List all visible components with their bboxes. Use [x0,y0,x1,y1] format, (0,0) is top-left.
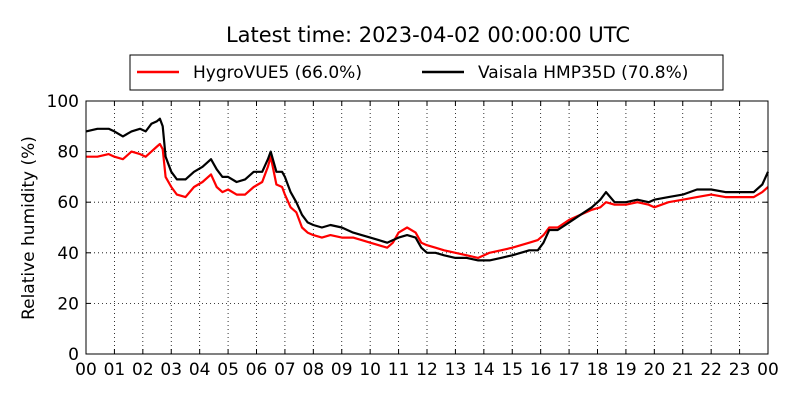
y-tick-label: 20 [57,294,79,314]
x-tick-label: 19 [615,360,637,380]
x-tick-label: 21 [672,360,694,380]
x-tick-label: 05 [217,360,239,380]
y-tick-label: 100 [47,92,79,112]
x-tick-label: 18 [587,360,609,380]
x-tick-label: 02 [132,360,154,380]
x-tick-label: 06 [246,360,268,380]
x-tick-label: 13 [445,360,467,380]
x-axis: 00 01 02 03 04 05 06 07 08 09 10 11 12 13 14 15 16 17 18 19… [75,101,779,380]
y-tick-label: 80 [57,143,79,163]
x-tick-label: 04 [189,360,211,380]
x-tick-label: 00 [757,360,779,380]
x-tick-label: 10 [359,360,381,380]
x-tick-label: 20 [644,360,666,380]
x-tick-label: 14 [473,360,495,380]
chart-title: Latest time: 2023-04-02 00:00:00 UTC [226,23,630,47]
x-tick-label: 07 [274,360,296,380]
grid [86,101,768,354]
plot-frame [86,101,768,354]
x-tick-label: 03 [160,360,182,380]
y-tick-label: 40 [57,244,79,264]
y-axis-label: Relative humidity (%) [19,136,39,320]
y-tick-label: 0 [68,345,79,365]
x-tick-label: 16 [530,360,552,380]
x-tick-label: 01 [104,360,126,380]
legend-label: HygroVUE5 (66.0%) [193,63,362,83]
x-tick-label: 15 [501,360,523,380]
x-tick-label: 08 [303,360,325,380]
x-tick-label: 09 [331,360,353,380]
legend-label: Vaisala HMP35D (70.8%) [478,63,688,83]
x-tick-label: 22 [700,360,722,380]
y-tick-label: 60 [57,193,79,213]
x-tick-label: 17 [558,360,580,380]
x-tick-label: 23 [729,360,751,380]
x-tick-label: 12 [416,360,438,380]
x-tick-label: 11 [388,360,410,380]
legend: HygroVUE5 (66.0%) Vaisala HMP35D (70.8%) [130,55,723,90]
